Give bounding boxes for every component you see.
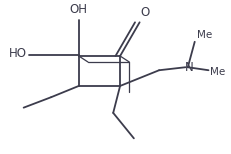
Text: Me: Me: [210, 67, 225, 77]
Text: Me: Me: [197, 30, 212, 40]
Text: O: O: [141, 6, 150, 19]
Text: HO: HO: [9, 47, 27, 60]
Text: OH: OH: [70, 3, 88, 16]
Text: N: N: [185, 61, 193, 74]
